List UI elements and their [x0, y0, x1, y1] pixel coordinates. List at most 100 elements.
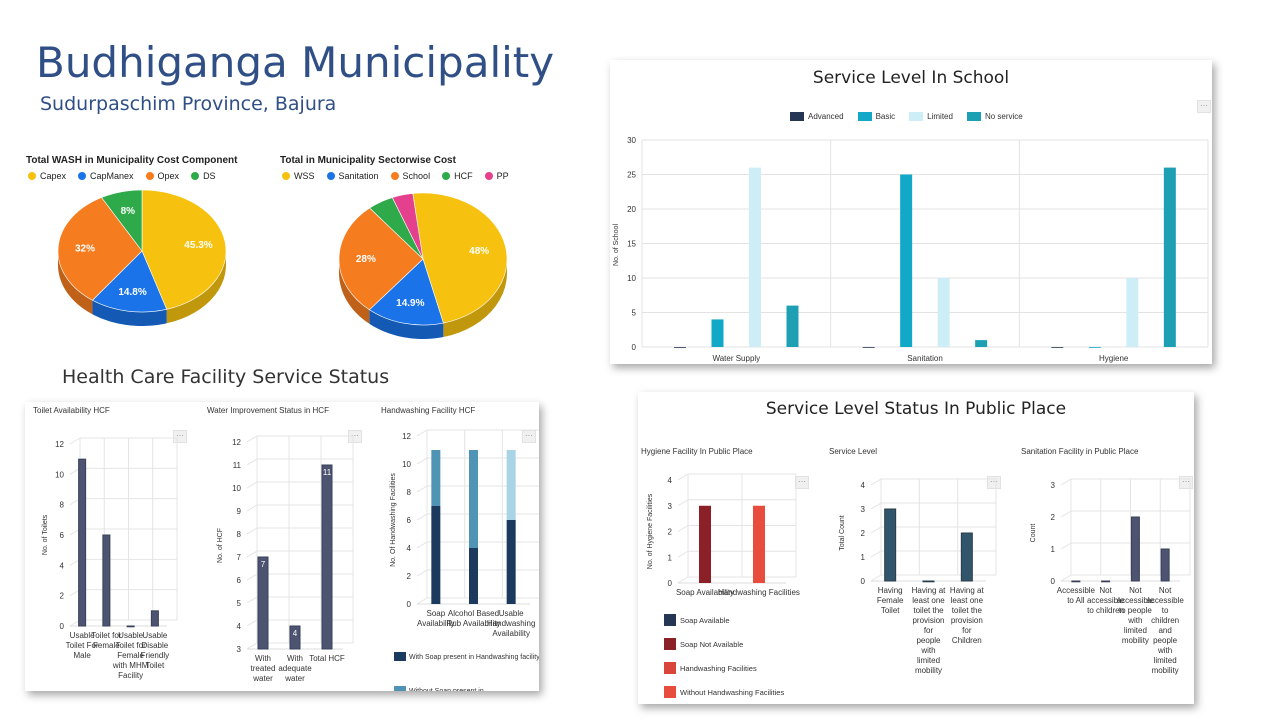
x-tick-label: accessible	[1087, 596, 1125, 605]
legend-label: No service	[984, 112, 1023, 121]
x-tick-label: Handwashing	[487, 619, 535, 628]
gridline	[246, 481, 258, 489]
x-tick-label: Female	[877, 596, 904, 605]
x-tick-label: with	[1157, 646, 1172, 655]
legend-label: With Soap present in Handwashing facilit…	[409, 654, 539, 661]
x-tick-label: provision	[912, 616, 944, 625]
y-tick-label: 8	[237, 530, 242, 539]
gridline	[246, 550, 258, 558]
x-tick-label: Not	[1129, 586, 1142, 595]
chart-menu-button[interactable]: ···	[795, 476, 809, 489]
gridline	[416, 597, 428, 605]
legend-item[interactable]: PP	[484, 171, 509, 181]
gridline	[416, 429, 428, 437]
y-tick-label: 8	[60, 501, 65, 510]
x-tick-label: Water Supply	[712, 354, 760, 363]
legend-item[interactable]: DS	[191, 171, 216, 181]
legend-item[interactable]: Limited	[909, 112, 953, 121]
legend-item[interactable]: School	[390, 171, 430, 181]
x-tick-label: provision	[951, 616, 983, 625]
pie1-svg: 45.3% 14.8% 32% 8%	[57, 189, 227, 326]
pie2-legend: WSS Sanitation School HCF PP	[282, 171, 509, 181]
y-tick-label: 12	[55, 440, 64, 449]
pie-data-label: 14.9%	[396, 298, 424, 309]
y-tick-label: 8	[407, 488, 412, 497]
bar-segment	[506, 450, 516, 520]
bar-segment	[469, 450, 478, 548]
legend-item[interactable]: Basic	[857, 112, 895, 121]
legend-swatch	[326, 172, 335, 180]
y-tick-label: 0	[60, 622, 65, 631]
public-place-panel: Service Level Status In Public Place Hyg…	[638, 392, 1194, 704]
x-tick-label: Toilet for	[91, 631, 122, 640]
bar	[78, 458, 87, 627]
pie-slice	[57, 197, 143, 301]
x-tick-label: limited	[917, 656, 940, 665]
y-tick-label: 1	[861, 553, 866, 562]
legend-item[interactable]: No service	[966, 112, 1023, 121]
x-tick-label: Usable	[499, 609, 524, 618]
x-tick-label: with	[1127, 616, 1142, 625]
legend-swatch	[664, 686, 676, 698]
legend-item[interactable]: Opex	[145, 171, 179, 181]
y-tick-label: 3	[1051, 481, 1056, 490]
bar	[937, 278, 950, 347]
chart-menu-button[interactable]: ···	[1197, 100, 1211, 113]
legend-label: Without Soap present in	[409, 688, 484, 691]
gridline	[870, 526, 882, 534]
legend-item[interactable]: CapManex	[78, 171, 134, 181]
gridline	[246, 458, 258, 466]
y-tick-label: 2	[407, 572, 412, 581]
pie-data-label: 14.8%	[118, 287, 146, 298]
gridline	[677, 473, 689, 481]
x-tick-label: children	[1151, 616, 1179, 625]
legend-item[interactable]: WSS	[282, 171, 315, 181]
school-chart-panel: Service Level In School Advanced Basic Lim…	[610, 60, 1212, 364]
bar	[884, 508, 897, 582]
x-tick-label: Toilet for	[116, 641, 147, 650]
x-tick-label: water	[284, 674, 305, 683]
y-axis-label: No. of Hygiene Facilities	[647, 493, 654, 569]
sanitation-pp-title: Sanitation Facility in Public Place	[1021, 447, 1139, 456]
gridline	[416, 485, 428, 493]
service-pp-title: Service Level	[829, 447, 878, 456]
y-tick-label: 5	[237, 599, 242, 608]
gridline	[246, 504, 258, 512]
x-tick-label: treated	[251, 664, 276, 673]
pie-slice	[391, 193, 424, 260]
y-tick-label: 0	[1051, 577, 1056, 586]
pie-slice	[101, 189, 143, 252]
legend-item[interactable]: Advanced	[790, 112, 844, 121]
health-care-section-title: Health Care Facility Service Status	[62, 366, 390, 388]
bar	[1088, 347, 1101, 348]
gridline	[246, 573, 258, 581]
legend-item[interactable]: Capex	[28, 171, 66, 181]
x-tick-label: Usable	[142, 631, 167, 640]
legend-swatch	[78, 172, 87, 180]
gridline	[246, 596, 258, 604]
x-tick-label: accessible	[1146, 596, 1184, 605]
x-tick-label: Having at	[950, 586, 985, 595]
legend-label: Sanitation	[338, 171, 379, 181]
pie-slice-side	[92, 300, 167, 326]
gridline	[677, 550, 689, 558]
y-axis-label: No. of Toilets	[42, 514, 49, 555]
x-tick-label: Hygiene	[1099, 354, 1129, 363]
x-tick-label: Usable	[70, 631, 95, 640]
x-tick-label: Usable	[118, 631, 143, 640]
legend-item[interactable]: Sanitation	[326, 171, 379, 181]
legend-label: Soap Not Available	[680, 640, 743, 649]
y-tick-label: 20	[627, 205, 636, 214]
x-tick-label: to people	[1119, 606, 1152, 615]
pp-svg: 0 1 2 3 4 No. of Hygiene Facilities Soap Avail…	[647, 473, 1191, 698]
legend-item[interactable]: HCF	[442, 171, 473, 181]
y-tick-label: 10	[232, 484, 241, 493]
x-tick-label: Alcohol Based	[448, 609, 499, 618]
y-tick-label: 6	[407, 516, 412, 525]
page-subtitle: Sudurpaschim Province, Bajura	[40, 93, 337, 115]
x-tick-label: water	[252, 674, 273, 683]
legend-label: Soap Available	[680, 616, 730, 625]
x-tick-label: toilet the	[952, 606, 983, 615]
x-tick-label: and	[1158, 626, 1171, 635]
